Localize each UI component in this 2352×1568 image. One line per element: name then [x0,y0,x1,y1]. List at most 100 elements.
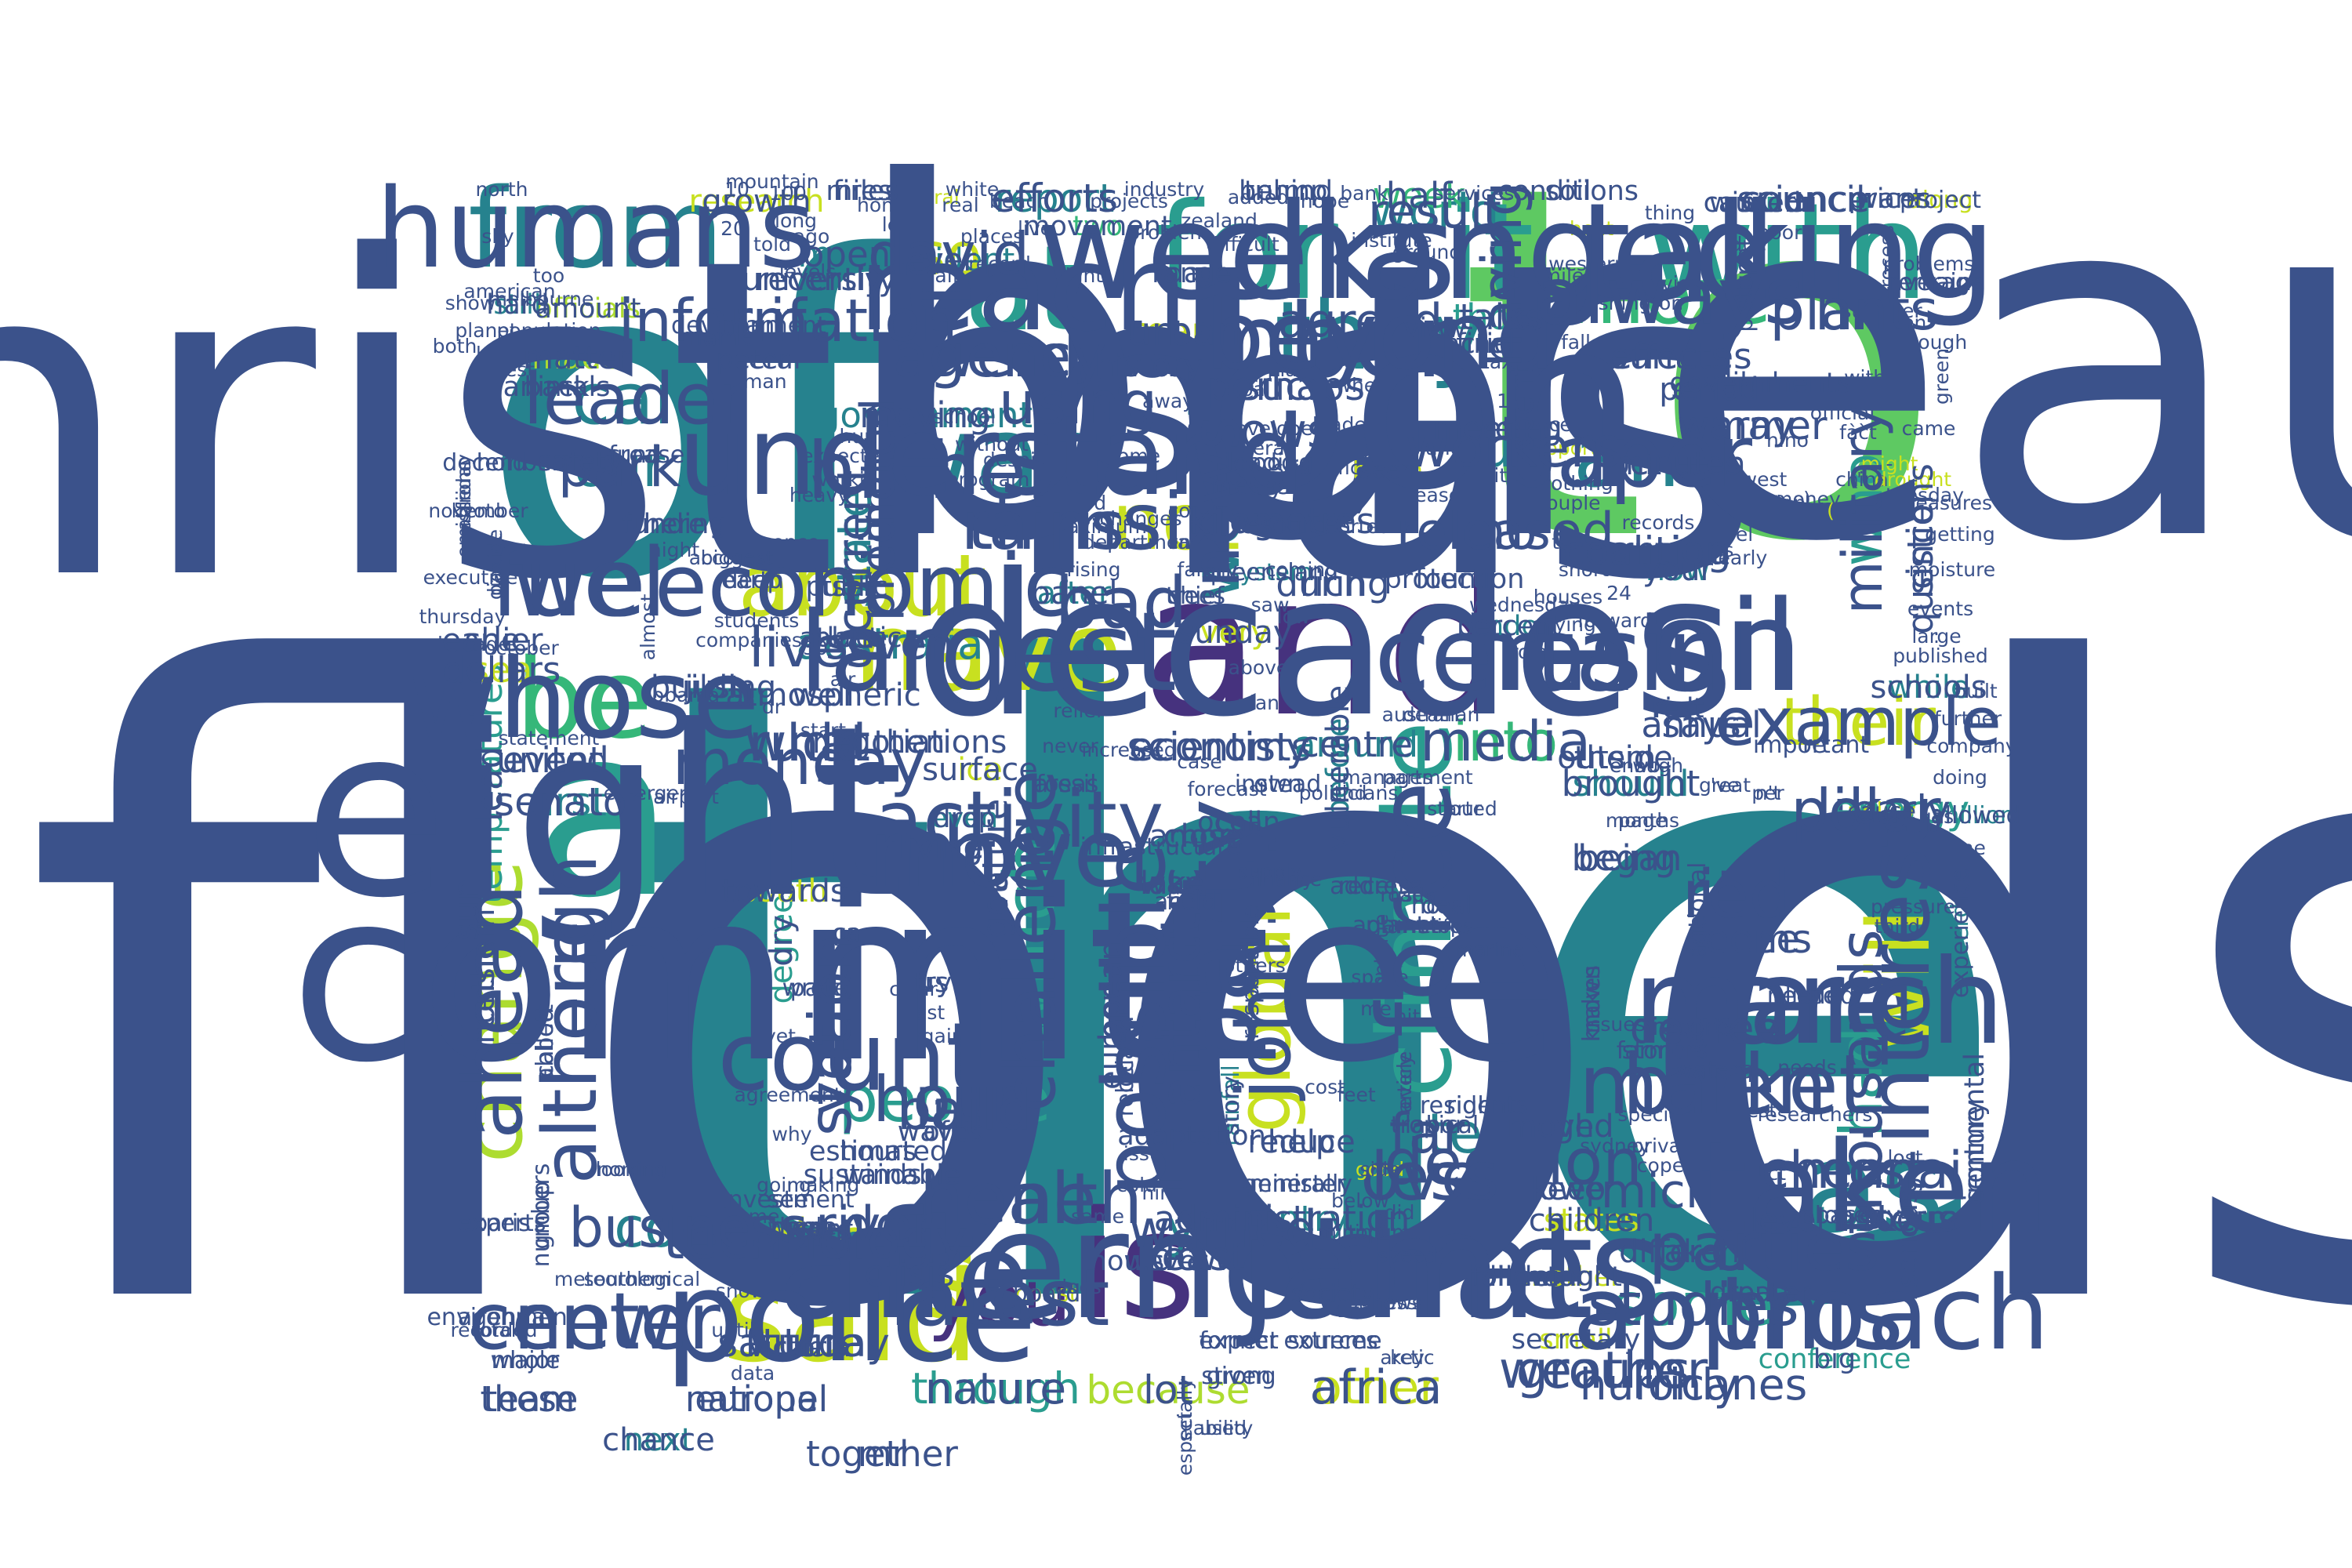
cloud-word: away [1142,390,1194,412]
cloud-word: strong [1201,1363,1276,1390]
cloud-word: mr [858,1433,907,1475]
cloud-word: history [1094,348,1203,384]
cloud-word: higher [808,425,1060,517]
cloud-word: high [1526,1109,1594,1145]
cloud-word: only [1648,1359,1739,1410]
cloud-word: left [882,213,914,236]
cloud-word: couple [1535,492,1600,514]
cloud-word: north [475,178,528,201]
cloud-word: century [1959,1100,1991,1205]
cloud-word: him [1142,1181,1178,1204]
cloud-word: degree [1630,1003,1781,1053]
cloud-word: cars [794,1214,851,1246]
cloud-word: minimum [1318,1221,1411,1243]
cloud-word: always [1535,250,1804,342]
cloud-word: dollars [443,649,561,691]
cloud-word: 20 [720,217,746,240]
cloud-word: from [468,165,724,293]
cloud-word: system [1228,559,1312,586]
cloud-word: working [811,468,889,491]
cloud-word: increased [1081,739,1176,761]
cloud-word: rudd [749,714,866,773]
cloud-word: farmers [1617,1037,1708,1065]
cloud-word: protection [1385,564,1525,595]
cloud-word: without [955,433,1029,456]
cloud-word: different [1619,1234,1752,1270]
cloud-word: his [1815,278,1893,343]
cloud-word: nations [445,844,487,975]
cloud-word: current [827,464,882,633]
cloud-word: earth [721,567,784,594]
cloud-word: of [478,165,912,677]
cloud-word: movement [1023,211,1171,242]
cloud-word: world [1370,184,1499,239]
cloud-word: victoria [749,1332,851,1363]
cloud-word: fossil [1036,771,1097,798]
cloud-word: abbott [532,1004,559,1082]
cloud-word: politicians [1299,782,1399,804]
cloud-word: will [1849,909,1949,1051]
cloud-word: earlier [442,622,543,659]
cloud-word: change [445,860,541,1163]
cloud-word: green [1930,348,1953,405]
cloud-word: renewable [1341,837,1443,859]
cloud-word: flood [1058,492,1106,514]
cloud-word: place [814,622,887,654]
cloud-word: relief [1053,699,1103,722]
cloud-word: most [1798,1142,1926,1200]
cloud-word: within [1844,366,1904,389]
cloud-word: washington [1570,292,1683,314]
cloud-word: northern [466,908,502,1044]
cloud-word: american [463,280,555,303]
cloud-word: urban [1127,309,1241,354]
cloud-word: space [1351,966,1408,989]
cloud-word: country [1214,1198,1349,1240]
cloud-word: private [1632,1134,1700,1157]
cloud-word: added [1228,186,1289,209]
cloud-word: : [1933,625,1940,648]
cloud-word: wrote [782,975,849,1002]
cloud-word: between [1610,446,1746,482]
cloud-word: chief [1167,583,1225,610]
cloud-word: forecast [1187,778,1266,800]
cloud-word: officials [535,293,641,325]
cloud-word: days [1672,372,1746,408]
cloud-word: were [928,321,1072,390]
cloud-word: interest [1849,815,1949,1145]
cloud-word: shows [1185,404,1331,459]
cloud-word: both [433,335,477,358]
cloud-word: off [923,1116,959,1148]
cloud-word: zealand [1181,209,1258,232]
cloud-word: seems [1685,916,1812,962]
cloud-word: making [787,1174,860,1196]
cloud-word: ca [833,920,861,947]
cloud-word: past [790,975,841,1002]
cloud-word: projects [1090,190,1168,212]
cloud-word: heavy [789,484,849,506]
cloud-word: set [1174,1412,1196,1442]
cloud-word: our [574,435,665,499]
cloud-word: level [1750,1203,1824,1239]
cloud-word: friday [452,454,475,510]
cloud-word: deal [1421,892,1472,920]
cloud-word: do [842,1196,906,1255]
cloud-word: ahead [445,884,541,1139]
cloud-word: important [1753,731,1869,759]
cloud-word: needed [1767,982,1855,1010]
cloud-word: agreement [734,1083,841,1106]
cloud-word: them [1574,740,1657,776]
cloud-word: so [916,220,982,289]
cloud-word: arctic [1380,1346,1434,1369]
cloud-word: concerns [1646,539,1734,561]
cloud-word: management [1341,766,1473,789]
cloud-word: levels [779,260,836,283]
cloud-word: companies [695,629,802,652]
cloud-word: 10 [724,178,750,201]
cloud-word: vulnerable [1320,685,1356,851]
cloud-word: company [1926,735,2016,757]
cloud-word: especially [1174,1378,1196,1476]
cloud-word: centre [1300,724,1413,765]
cloud-word: given [1207,1363,1272,1390]
cloud-word: next [624,1422,694,1458]
cloud-word: real [942,194,978,216]
